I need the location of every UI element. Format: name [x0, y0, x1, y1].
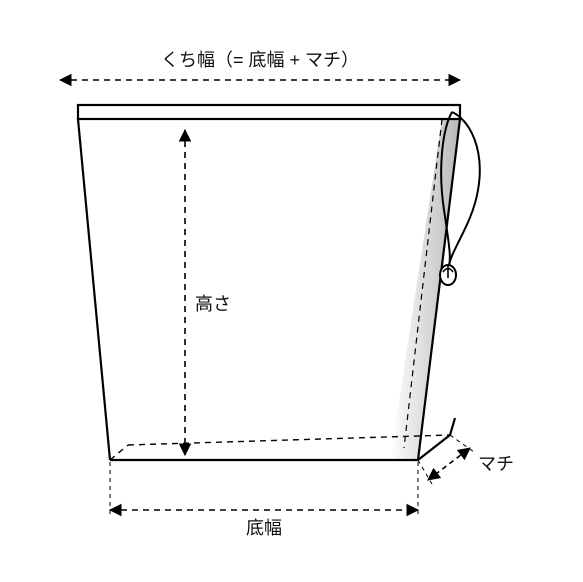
dim-depth-line: [428, 448, 470, 480]
dim-depth-label: マチ: [478, 454, 514, 474]
bag-dimension-diagram: くち幅（= 底幅 + マチ） 高さ 底幅 マチ: [0, 0, 583, 582]
dim-top-width-label: くち幅（= 底幅 + マチ）: [161, 50, 359, 70]
dim-height-label: 高さ: [195, 294, 231, 314]
drawstring-stopper: [440, 265, 456, 285]
bag-edge-gusset-right: [418, 435, 450, 460]
dim-depth-ext-back: [450, 435, 474, 452]
dim-bottom-width-label: 底幅: [246, 518, 282, 538]
bag-rim: [78, 105, 460, 119]
dim-depth-ext-front: [418, 460, 432, 484]
